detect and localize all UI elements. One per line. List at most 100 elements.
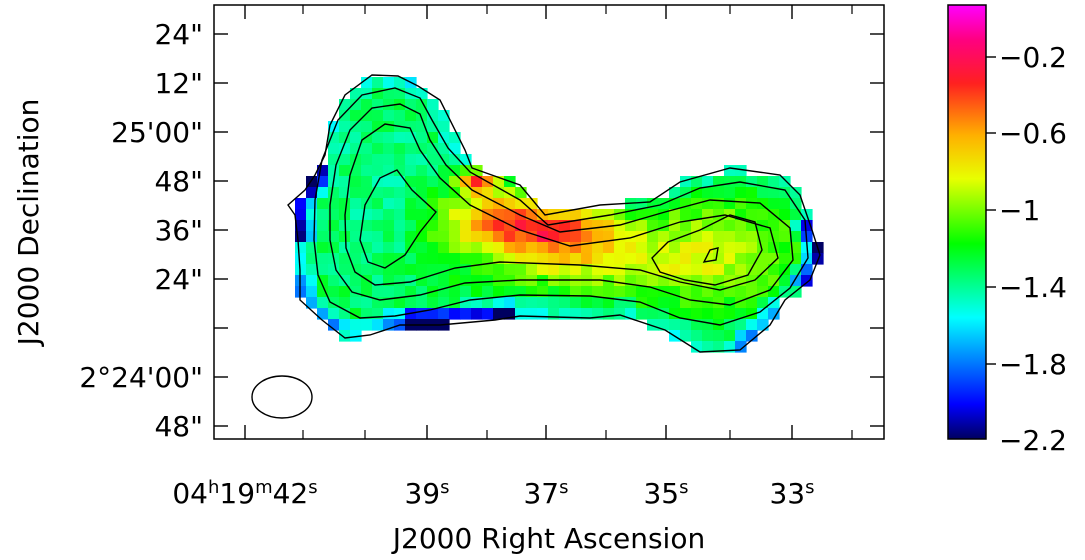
map-pixel [350,143,362,155]
map-pixel [515,297,527,309]
map-pixel [449,198,461,210]
map-pixel [416,308,428,320]
map-pixel [614,286,626,298]
map-pixel [350,132,362,144]
map-pixel [427,143,439,155]
map-pixel [757,308,769,320]
map-pixel [350,176,362,188]
map-pixel [526,253,538,265]
map-pixel [735,209,747,221]
map-pixel [779,209,791,221]
map-pixel [581,297,593,309]
map-pixel [515,231,527,243]
map-pixel [603,297,615,309]
map-pixel [405,209,417,221]
map-pixel [724,341,736,353]
map-pixel [735,187,747,199]
map-pixel [493,242,505,254]
map-pixel [724,220,736,232]
map-pixel [614,209,626,221]
map-pixel [416,143,428,155]
map-pixel [537,242,549,254]
map-pixel [504,187,516,199]
map-pixel [493,264,505,276]
colorbar-ticks: −0.2 −0.6 −1 −1.4 −1.8 −2.2 [986,41,1067,457]
map-pixel [713,242,725,254]
map-pixel [449,275,461,287]
map-pixel [724,198,736,210]
map-pixel [724,176,736,188]
map-pixel [306,187,318,199]
map-pixel [460,165,472,177]
map-pixel [460,154,472,166]
map-pixel [361,165,373,177]
map-pixel [317,308,329,320]
map-pixel [504,264,516,276]
map-pixel [735,330,747,342]
map-pixel [339,132,351,144]
map-pixel [416,99,428,111]
map-pixel [339,176,351,188]
map-pixel [658,220,670,232]
map-pixel [471,264,483,276]
map-pixel [570,220,582,232]
map-pixel [757,253,769,265]
map-pixel [504,242,516,254]
map-pixel [438,242,450,254]
map-pixel [394,275,406,287]
map-pixel [790,275,802,287]
map-pixel [438,132,450,144]
map-pixel [328,187,340,199]
map-pixel [515,187,527,199]
map-pixel [328,209,340,221]
map-pixel [570,264,582,276]
map-pixel [471,198,483,210]
map-pixel [383,198,395,210]
map-pixel [449,143,461,155]
map-pixel [691,297,703,309]
map-pixel [350,198,362,210]
map-pixel [427,198,439,210]
map-pixel [768,286,780,298]
map-pixel [394,308,406,320]
map-pixel [427,154,439,166]
map-pixel [405,154,417,166]
map-pixel [317,231,329,243]
map-pixel [526,264,538,276]
map-pixel [328,231,340,243]
map-pixel [647,308,659,320]
x-tick-label: 37s [523,477,568,510]
map-pixel [636,231,648,243]
map-pixel [680,231,692,243]
map-pixel [394,264,406,276]
map-pixel [317,286,329,298]
map-pixel [570,253,582,265]
map-pixel [317,253,329,265]
map-pixel [394,231,406,243]
map-pixel [757,176,769,188]
map-pixel [372,165,384,177]
map-pixel [449,209,461,221]
y-tick-label: 48" [154,410,203,443]
map-pixel [768,264,780,276]
map-pixel [372,253,384,265]
x-tick-label: 33s [769,477,814,510]
map-pixel [372,99,384,111]
map-pixel [295,209,307,221]
map-pixel [746,198,758,210]
map-pixel [526,275,538,287]
map-pixel [328,132,340,144]
map-pixel [669,209,681,221]
x-axis-title: J2000 Right Ascension [391,522,705,555]
map-pixel [427,99,439,111]
map-pixel [680,308,692,320]
map-pixel [295,275,307,287]
map-pixel [691,176,703,188]
map-pixel [559,220,571,232]
map-pixel [779,187,791,199]
map-pixel [713,187,725,199]
contour-2 [329,103,794,306]
map-pixel [548,231,560,243]
map-pixel [636,242,648,254]
map-pixel [735,308,747,320]
